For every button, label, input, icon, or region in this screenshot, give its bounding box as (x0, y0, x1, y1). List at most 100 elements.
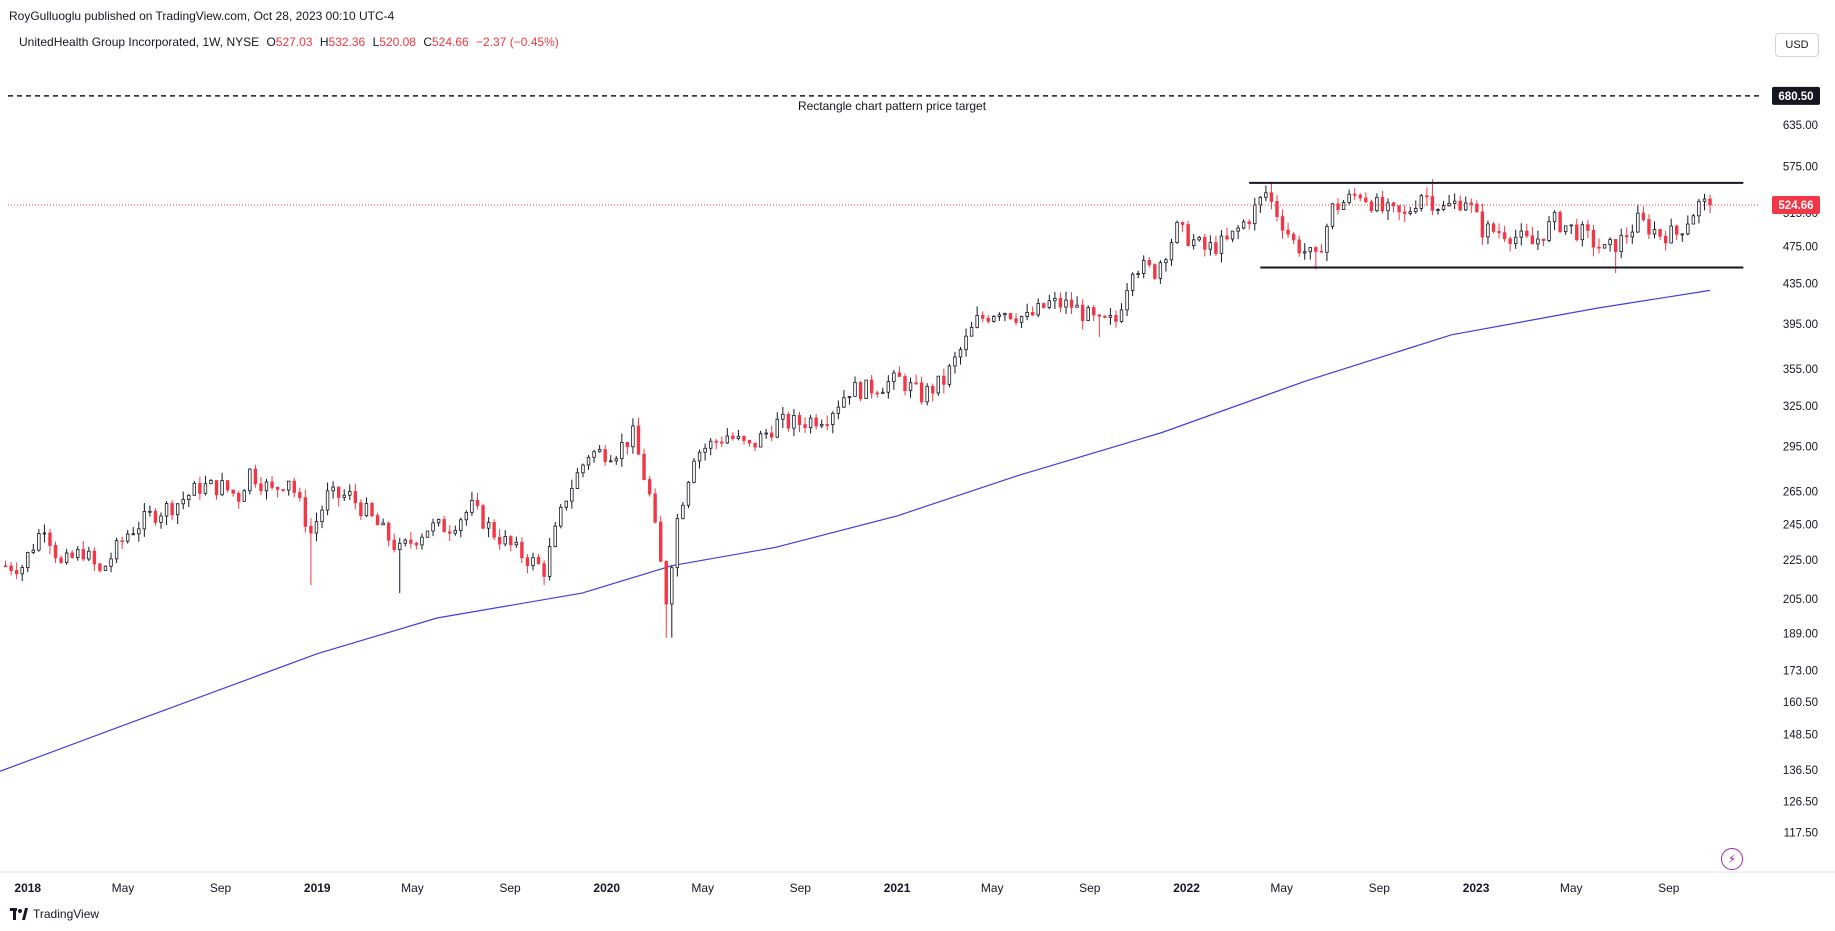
candle-body (1425, 195, 1429, 198)
candle-body (853, 382, 857, 397)
candle-body (1214, 242, 1218, 254)
candle-body (1086, 307, 1090, 321)
candle-body (1541, 238, 1546, 242)
time-tick-label: May (112, 881, 135, 895)
price-chart[interactable]: 760.00635.00575.00515.00475.00435.00395.… (0, 28, 1835, 900)
candle-body (220, 480, 224, 496)
candle-body (914, 382, 918, 385)
candle-body (770, 432, 774, 438)
candle-body (1591, 229, 1596, 248)
candle-body (1119, 309, 1124, 322)
candle-body (1197, 237, 1201, 241)
candle-body (592, 451, 596, 458)
candle-body (475, 499, 480, 507)
price-tick-label: 635.00 (1783, 120, 1818, 132)
candle-body (836, 406, 841, 414)
candle-body (1508, 238, 1512, 244)
candle-body (525, 557, 530, 566)
price-tick-label: 575.00 (1783, 162, 1818, 174)
candle-body (1619, 235, 1623, 252)
candle-body (1258, 196, 1263, 206)
candle-body (1125, 290, 1129, 311)
candle-body (1364, 197, 1368, 203)
candle-body (1236, 227, 1240, 232)
time-tick-label: 2021 (884, 881, 911, 895)
candle-body (1697, 200, 1701, 217)
time-tick-label: 2020 (593, 881, 620, 895)
candle-body (436, 519, 441, 524)
candle-body (1491, 223, 1496, 232)
candle-body (142, 511, 147, 530)
candle-body (1108, 315, 1113, 318)
candle-body (547, 546, 552, 577)
candle-body (1025, 311, 1029, 317)
candle-body (1053, 298, 1057, 302)
price-tick-label: 189.00 (1783, 628, 1818, 640)
candle-body (847, 395, 852, 399)
candle-body (981, 315, 985, 319)
candle-body (620, 441, 624, 460)
candle-body (364, 503, 369, 517)
candle-body (1530, 235, 1535, 245)
candle-body (1064, 299, 1068, 308)
candle-body (187, 494, 191, 500)
candle-body (969, 326, 974, 337)
time-tick-label: Sep (499, 881, 521, 895)
candle-body (1469, 202, 1473, 205)
candle-body (1691, 215, 1696, 225)
candle-body (509, 536, 513, 546)
candle-body (720, 441, 724, 444)
candle-body (203, 483, 208, 494)
candle-body (953, 356, 957, 367)
lightning-icon[interactable]: ⚡ (1721, 848, 1743, 870)
candle-body (342, 494, 346, 498)
candle-body (1136, 273, 1140, 275)
candle-body (997, 314, 1002, 317)
candle-body (70, 552, 74, 558)
footer: TradingView (10, 907, 99, 921)
candle-body (1203, 237, 1207, 250)
candle-body (792, 414, 796, 429)
candle-body (98, 563, 102, 571)
candle-body (1375, 196, 1379, 212)
candle-body (425, 530, 430, 538)
candle-body (1452, 200, 1457, 204)
chart-area[interactable]: 760.00635.00575.00515.00475.00435.00395.… (0, 28, 1835, 900)
candle-body (1464, 202, 1468, 211)
symbol-name: UnitedHealth Group Incorporated, 1W, NYS… (19, 35, 260, 49)
candle-body (553, 525, 557, 547)
footer-brand: TradingView (33, 907, 100, 921)
candle-body (1130, 273, 1135, 291)
price-target-tag (1772, 86, 1820, 105)
candle-body (820, 423, 824, 427)
currency-button[interactable]: USD (1775, 33, 1819, 57)
candle-body (14, 570, 19, 575)
candle-body (531, 557, 535, 566)
open-value: 527.03 (275, 35, 313, 49)
candle-body (903, 376, 907, 392)
candle-body (1680, 233, 1684, 236)
candle-body (1147, 260, 1151, 266)
time-tick-label: 2019 (304, 881, 331, 895)
candle-body (481, 505, 485, 529)
candle-body (1330, 203, 1335, 227)
candle-body (237, 492, 241, 502)
candle-body (398, 542, 402, 550)
candle-body (1414, 208, 1418, 213)
candle-body (1014, 318, 1018, 323)
price-tick-label: 225.00 (1783, 555, 1818, 567)
candle-body (1408, 211, 1412, 214)
price-tick-label: 325.00 (1783, 401, 1818, 413)
time-tick-label: 2018 (14, 881, 41, 895)
candle-body (1575, 224, 1579, 241)
candle-body (309, 525, 313, 534)
candle-body (1308, 247, 1312, 253)
candle-body (81, 549, 85, 560)
candle-body (87, 550, 91, 560)
candle-body (287, 480, 291, 491)
candle-body (125, 533, 130, 542)
candle-body (214, 480, 219, 496)
candle-body (1325, 226, 1329, 253)
candle-body (1264, 192, 1268, 198)
candle-body (936, 375, 940, 394)
